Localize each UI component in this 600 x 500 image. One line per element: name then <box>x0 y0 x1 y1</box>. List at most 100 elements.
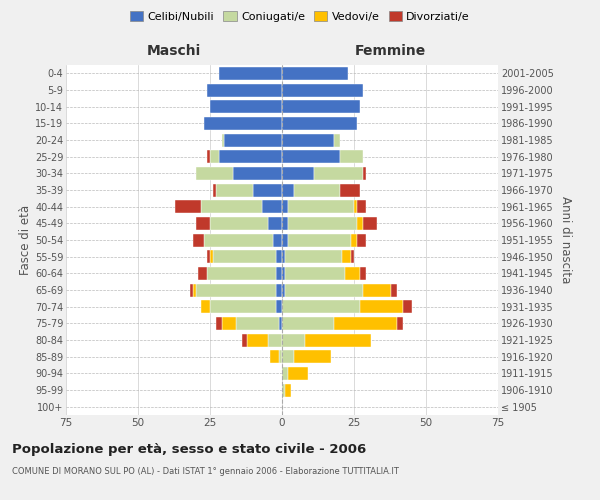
Bar <box>190 284 193 296</box>
Bar <box>334 317 397 330</box>
Bar <box>305 334 371 346</box>
Text: Maschi: Maschi <box>147 44 201 58</box>
Bar <box>213 184 216 196</box>
Bar <box>236 317 279 330</box>
Bar <box>207 250 210 263</box>
Bar <box>288 367 308 380</box>
Bar <box>271 350 279 363</box>
Bar <box>282 250 285 263</box>
Bar <box>285 384 290 396</box>
Bar <box>193 284 196 296</box>
Bar <box>202 200 262 213</box>
Bar <box>360 267 365 280</box>
Bar <box>282 234 288 246</box>
Bar <box>262 200 282 213</box>
Bar <box>253 184 282 196</box>
Bar <box>343 250 351 263</box>
Bar <box>282 184 293 196</box>
Bar <box>282 334 305 346</box>
Bar <box>282 284 285 296</box>
Bar <box>210 217 268 230</box>
Bar <box>282 300 360 313</box>
Bar <box>346 267 360 280</box>
Text: Popolazione per età, sesso e stato civile - 2006: Popolazione per età, sesso e stato civil… <box>12 442 366 456</box>
Bar <box>293 184 340 196</box>
Bar <box>242 334 247 346</box>
Bar <box>282 84 362 96</box>
Bar <box>282 134 334 146</box>
Bar <box>279 317 282 330</box>
Bar <box>288 217 357 230</box>
Bar <box>288 234 351 246</box>
Bar <box>314 167 362 180</box>
Bar <box>351 234 357 246</box>
Bar <box>282 67 348 80</box>
Bar <box>202 300 210 313</box>
Bar <box>351 250 354 263</box>
Bar <box>282 117 357 130</box>
Bar <box>221 317 236 330</box>
Bar <box>293 350 331 363</box>
Bar <box>216 184 253 196</box>
Bar <box>276 300 282 313</box>
Bar <box>282 200 288 213</box>
Bar <box>354 200 357 213</box>
Bar <box>362 167 365 180</box>
Bar <box>204 117 282 130</box>
Bar <box>357 234 365 246</box>
Bar <box>207 150 210 163</box>
Bar <box>210 250 213 263</box>
Bar <box>282 267 285 280</box>
Text: Femmine: Femmine <box>355 44 425 58</box>
Bar <box>279 350 282 363</box>
Bar <box>391 284 397 296</box>
Bar <box>175 200 202 213</box>
Bar <box>397 317 403 330</box>
Bar <box>282 167 314 180</box>
Bar <box>233 167 282 180</box>
Bar <box>282 150 340 163</box>
Bar <box>340 184 360 196</box>
Bar <box>276 250 282 263</box>
Legend: Celibi/Nubili, Coniugati/e, Vedovi/e, Divorziati/e: Celibi/Nubili, Coniugati/e, Vedovi/e, Di… <box>127 8 473 25</box>
Bar <box>288 200 354 213</box>
Bar <box>274 234 282 246</box>
Bar <box>196 217 210 230</box>
Bar <box>362 217 377 230</box>
Bar <box>282 217 288 230</box>
Bar <box>285 250 343 263</box>
Y-axis label: Fasce di età: Fasce di età <box>19 205 32 275</box>
Bar <box>204 234 274 246</box>
Y-axis label: Anni di nascita: Anni di nascita <box>559 196 572 284</box>
Bar <box>199 267 207 280</box>
Bar <box>334 134 340 146</box>
Bar <box>362 284 391 296</box>
Bar <box>282 350 293 363</box>
Bar <box>340 150 362 163</box>
Bar <box>207 84 282 96</box>
Bar <box>360 300 403 313</box>
Bar <box>403 300 412 313</box>
Bar <box>276 267 282 280</box>
Bar <box>357 217 362 230</box>
Bar <box>210 150 218 163</box>
Bar <box>210 300 276 313</box>
Bar <box>276 284 282 296</box>
Bar <box>221 134 224 146</box>
Bar <box>193 234 204 246</box>
Text: COMUNE DI MORANO SUL PO (AL) - Dati ISTAT 1° gennaio 2006 - Elaborazione TUTTITA: COMUNE DI MORANO SUL PO (AL) - Dati ISTA… <box>12 468 399 476</box>
Bar <box>247 334 268 346</box>
Bar <box>213 250 276 263</box>
Bar <box>282 317 334 330</box>
Bar <box>218 150 282 163</box>
Bar <box>218 67 282 80</box>
Bar <box>285 267 346 280</box>
Bar <box>196 284 276 296</box>
Bar <box>207 267 276 280</box>
Bar <box>282 367 288 380</box>
Bar <box>224 134 282 146</box>
Bar <box>268 217 282 230</box>
Bar <box>196 167 233 180</box>
Bar <box>210 100 282 113</box>
Bar <box>357 200 365 213</box>
